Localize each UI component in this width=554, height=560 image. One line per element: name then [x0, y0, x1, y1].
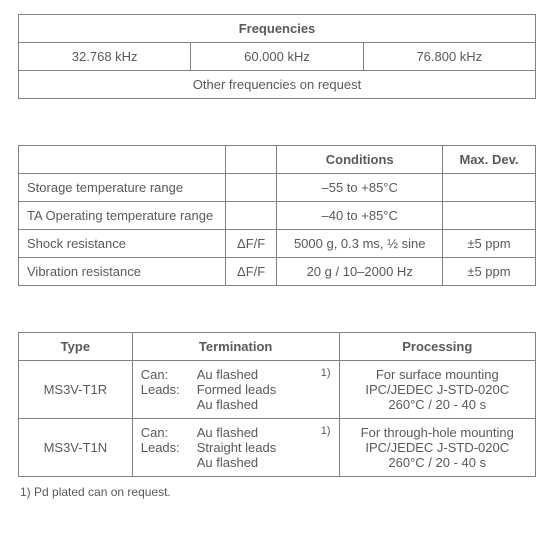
environmental-table: Conditions Max. Dev. Storage temperature… — [18, 145, 536, 286]
env-cond: 20 g / 10–2000 Hz — [277, 258, 442, 286]
frequencies-table: Frequencies 32.768 kHz 60.000 kHz 76.800… — [18, 14, 536, 99]
frequencies-footer: Other frequencies on request — [19, 71, 536, 99]
termination-lead-label: Leads: — [141, 382, 197, 412]
env-cond: –40 to +85°C — [277, 202, 442, 230]
env-dev — [442, 202, 535, 230]
termination-cell: 1) Can: Au flashed Leads: Straight leads… — [132, 419, 339, 477]
termination-lead-value: Au flashed — [197, 455, 331, 470]
env-cond: 5000 g, 0.3 ms, ½ sine — [277, 230, 442, 258]
env-dev: ±5 ppm — [442, 230, 535, 258]
termination-lead-value: Straight leads — [197, 440, 331, 455]
table-row: MS3V-T1N 1) Can: Au flashed Leads: Strai… — [19, 419, 536, 477]
termination-can-label: Can: — [141, 425, 197, 440]
env-label: Shock resistance — [19, 230, 226, 258]
processing-line: For through-hole mounting — [348, 425, 527, 440]
table-row: Storage temperature range –55 to +85°C — [19, 174, 536, 202]
termination-table: Type Termination Processing MS3V-T1R 1) … — [18, 332, 536, 477]
env-cond: –55 to +85°C — [277, 174, 442, 202]
termination-can-value: Au flashed — [197, 425, 321, 440]
processing-line: For surface mounting — [348, 367, 527, 382]
note-marker: 1) — [321, 425, 331, 437]
frequency-cell: 60.000 kHz — [191, 43, 363, 71]
table-row: MS3V-T1R 1) Can: Au flashed Leads: Forme… — [19, 361, 536, 419]
processing-line: IPC/JEDEC J-STD-020C — [348, 440, 527, 455]
frequencies-title: Frequencies — [19, 15, 536, 43]
env-qty: ΔF/F — [225, 258, 277, 286]
env-head-cell — [19, 146, 226, 174]
env-head-cell: Max. Dev. — [442, 146, 535, 174]
termination-cell: 1) Can: Au flashed Leads: Formed leads A… — [132, 361, 339, 419]
type-cell: MS3V-T1R — [19, 361, 133, 419]
term-head-cell: Termination — [132, 333, 339, 361]
processing-cell: For through-hole mounting IPC/JEDEC J-ST… — [339, 419, 535, 477]
processing-cell: For surface mounting IPC/JEDEC J-STD-020… — [339, 361, 535, 419]
type-cell: MS3V-T1N — [19, 419, 133, 477]
env-dev: ±5 ppm — [442, 258, 535, 286]
table-row: TA Operating temperature range –40 to +8… — [19, 202, 536, 230]
termination-lead-value: Formed leads — [197, 382, 331, 397]
env-dev — [442, 174, 535, 202]
termination-can-value: Au flashed — [197, 367, 321, 382]
term-head-cell: Processing — [339, 333, 535, 361]
frequency-cell: 76.800 kHz — [363, 43, 535, 71]
processing-line: 260°C / 20 - 40 s — [348, 397, 527, 412]
termination-can-label: Can: — [141, 367, 197, 382]
termination-lead-label: Leads: — [141, 440, 197, 470]
footnote: 1) Pd plated can on request. — [18, 477, 536, 499]
termination-lead-value: Au flashed — [197, 397, 331, 412]
processing-line: IPC/JEDEC J-STD-020C — [348, 382, 527, 397]
processing-line: 260°C / 20 - 40 s — [348, 455, 527, 470]
env-qty — [225, 174, 277, 202]
env-head-cell — [225, 146, 277, 174]
term-head-cell: Type — [19, 333, 133, 361]
table-row: Vibration resistance ΔF/F 20 g / 10–2000… — [19, 258, 536, 286]
table-row: Shock resistance ΔF/F 5000 g, 0.3 ms, ½ … — [19, 230, 536, 258]
env-label: TA Operating temperature range — [19, 202, 226, 230]
note-marker: 1) — [321, 367, 331, 379]
env-qty: ΔF/F — [225, 230, 277, 258]
env-label: Storage temperature range — [19, 174, 226, 202]
env-qty — [225, 202, 277, 230]
env-label: Vibration resistance — [19, 258, 226, 286]
env-head-cell: Conditions — [277, 146, 442, 174]
frequency-cell: 32.768 kHz — [19, 43, 191, 71]
